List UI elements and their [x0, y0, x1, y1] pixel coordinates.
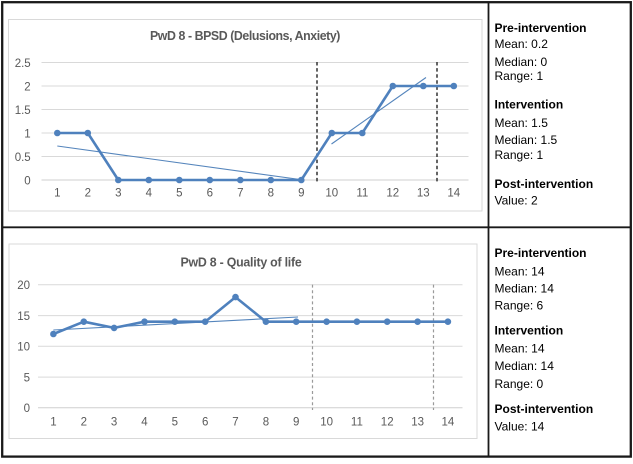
svg-text:9: 9: [293, 417, 299, 429]
svg-text:5: 5: [172, 417, 178, 429]
svg-text:2.5: 2.5: [15, 58, 31, 70]
svg-text:12: 12: [381, 417, 394, 429]
svg-text:2: 2: [81, 417, 87, 429]
svg-text:Mean: 14: Mean: 14: [495, 342, 545, 356]
svg-text:Intervention: Intervention: [495, 98, 564, 112]
svg-text:0: 0: [24, 403, 30, 415]
svg-text:Median: 0: Median: 0: [495, 55, 548, 69]
svg-text:5: 5: [176, 188, 182, 200]
svg-text:1.5: 1.5: [15, 105, 31, 117]
svg-text:7: 7: [237, 188, 243, 200]
svg-text:Range: 1: Range: 1: [495, 148, 544, 162]
svg-text:6: 6: [202, 417, 208, 429]
svg-text:Mean: 14: Mean: 14: [495, 265, 545, 279]
svg-text:Median: 14: Median: 14: [495, 359, 555, 373]
svg-text:5: 5: [24, 372, 30, 384]
svg-text:14: 14: [442, 417, 455, 429]
svg-text:10: 10: [320, 417, 333, 429]
svg-text:11: 11: [351, 417, 363, 429]
svg-text:7: 7: [232, 417, 238, 429]
svg-text:Median: 1.5: Median: 1.5: [495, 133, 558, 147]
svg-text:4: 4: [146, 188, 153, 200]
svg-text:12: 12: [386, 188, 399, 200]
svg-text:Post-intervention: Post-intervention: [495, 177, 594, 191]
svg-text:Value: 2: Value: 2: [495, 194, 538, 208]
svg-text:14: 14: [447, 188, 460, 200]
svg-text:PwD 8 - Quality of life: PwD 8 - Quality of life: [181, 255, 302, 270]
svg-text:Mean: 0.2: Mean: 0.2: [495, 37, 549, 51]
svg-text:Range: 6: Range: 6: [495, 299, 544, 313]
svg-text:8: 8: [263, 417, 269, 429]
svg-text:6: 6: [207, 188, 213, 200]
svg-text:4: 4: [141, 417, 148, 429]
svg-text:1: 1: [50, 417, 56, 429]
svg-text:13: 13: [411, 417, 424, 429]
svg-text:10: 10: [325, 188, 338, 200]
svg-text:13: 13: [417, 188, 430, 200]
svg-text:Pre-intervention: Pre-intervention: [495, 246, 587, 260]
svg-text:Median: 14: Median: 14: [495, 282, 555, 296]
svg-text:15: 15: [17, 311, 30, 323]
svg-text:Post-intervention: Post-intervention: [495, 402, 594, 416]
svg-text:20: 20: [17, 280, 30, 292]
svg-text:1: 1: [54, 188, 60, 200]
svg-text:Intervention: Intervention: [495, 324, 564, 338]
svg-text:0.5: 0.5: [15, 152, 31, 164]
svg-text:10: 10: [17, 342, 30, 354]
svg-text:Pre-intervention: Pre-intervention: [495, 21, 587, 35]
svg-text:3: 3: [115, 188, 121, 200]
svg-text:1: 1: [24, 128, 30, 140]
svg-text:Range: 0: Range: 0: [495, 377, 544, 391]
svg-text:2: 2: [85, 188, 91, 200]
svg-text:3: 3: [111, 417, 117, 429]
svg-text:Mean: 1.5: Mean: 1.5: [495, 116, 549, 130]
svg-text:11: 11: [356, 188, 368, 200]
svg-text:0: 0: [24, 175, 30, 187]
svg-text:8: 8: [268, 188, 274, 200]
svg-text:Value: 14: Value: 14: [495, 420, 545, 434]
svg-text:2: 2: [24, 81, 30, 93]
svg-text:Range: 1: Range: 1: [495, 69, 544, 83]
svg-text:9: 9: [298, 188, 304, 200]
svg-text:PwD 8 - BPSD (Delusions, Anxie: PwD 8 - BPSD (Delusions, Anxiety): [150, 28, 340, 43]
